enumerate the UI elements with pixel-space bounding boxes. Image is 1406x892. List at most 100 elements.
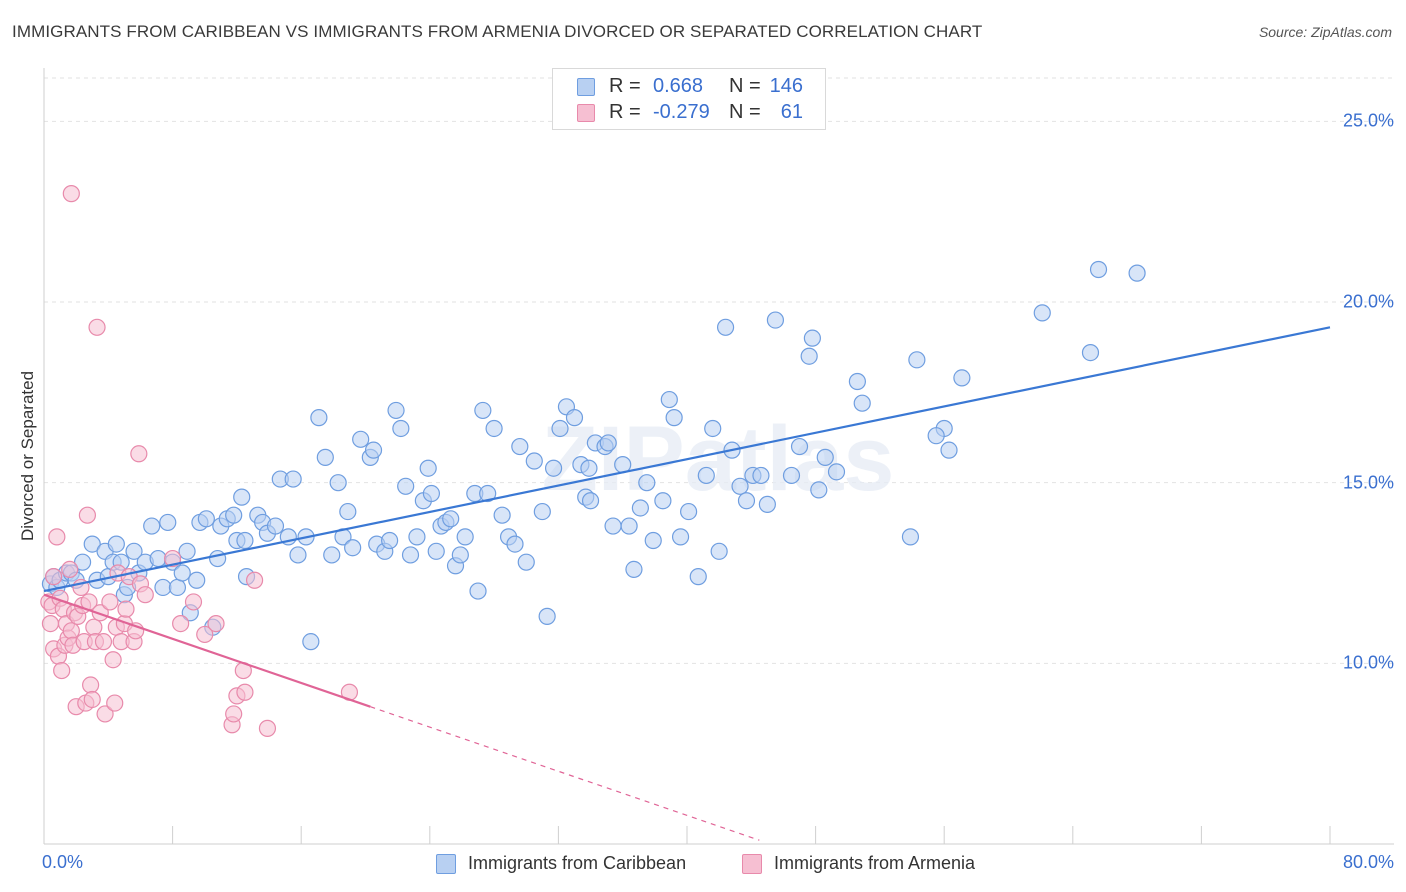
data-point-caribbean — [599, 434, 617, 452]
data-point-armenia — [94, 633, 113, 651]
legend-swatch-armenia — [742, 854, 762, 874]
r-label: R = — [609, 75, 641, 97]
data-point-caribbean — [731, 477, 749, 495]
data-point-caribbean — [697, 466, 715, 485]
data-point-armenia — [196, 625, 214, 644]
data-point-caribbean — [485, 419, 503, 438]
data-point-caribbean — [800, 347, 818, 365]
data-point-caribbean — [671, 528, 690, 546]
correlation-legend: R = 0.668 N = 146 R = -0.279 N = 61 — [552, 68, 826, 130]
data-point-caribbean — [284, 470, 302, 488]
data-point-caribbean — [408, 528, 426, 546]
data-point-caribbean — [474, 401, 492, 420]
data-point-caribbean — [908, 351, 926, 369]
data-point-armenia — [104, 651, 122, 669]
data-point-armenia — [83, 690, 101, 709]
data-points — [40, 185, 1146, 737]
data-point-caribbean — [154, 578, 172, 597]
data-point-caribbean — [397, 477, 415, 495]
data-point-caribbean — [710, 542, 728, 560]
data-point-caribbean — [1033, 304, 1051, 322]
data-point-armenia — [101, 593, 119, 611]
data-point-armenia — [62, 622, 80, 640]
data-point-caribbean — [387, 401, 405, 420]
data-point-caribbean — [620, 517, 638, 535]
data-point-caribbean — [209, 549, 227, 568]
data-point-caribbean — [73, 553, 92, 571]
data-point-caribbean — [758, 495, 776, 513]
data-point-caribbean — [107, 535, 125, 553]
data-point-caribbean — [816, 448, 834, 466]
data-point-caribbean — [352, 430, 370, 448]
data-point-armenia — [61, 560, 79, 578]
data-point-armenia — [184, 593, 203, 611]
data-point-caribbean — [197, 510, 215, 528]
data-point-caribbean — [790, 437, 809, 456]
data-point-caribbean — [339, 502, 357, 521]
y-axis-label: Divorced or Separated — [18, 370, 37, 542]
data-point-caribbean — [1089, 260, 1108, 279]
data-point-caribbean — [381, 531, 399, 550]
data-point-armenia — [207, 614, 225, 633]
data-point-caribbean — [604, 517, 622, 535]
data-point-caribbean — [901, 528, 920, 546]
n-label: N = — [729, 101, 761, 123]
data-point-armenia — [225, 705, 243, 723]
data-point-caribbean — [680, 502, 698, 521]
n-value-armenia: 61 — [780, 101, 803, 123]
trend-line-caribbean — [43, 326, 1331, 593]
r-label: R = — [609, 101, 641, 123]
data-point-caribbean — [689, 568, 707, 586]
data-point-caribbean — [927, 427, 945, 445]
axes — [43, 68, 1394, 845]
data-point-armenia — [62, 185, 80, 203]
data-point-armenia — [136, 586, 154, 604]
data-point-caribbean — [159, 513, 177, 532]
data-point-caribbean — [517, 553, 535, 571]
data-point-caribbean — [625, 560, 643, 578]
legend-swatch-caribbean — [436, 854, 456, 874]
data-point-caribbean — [451, 546, 469, 564]
data-point-caribbean — [716, 318, 735, 336]
data-point-caribbean — [766, 311, 785, 329]
y-tick-label: 15.0% — [1342, 472, 1394, 493]
data-point-caribbean — [344, 539, 362, 557]
data-point-caribbean — [1081, 344, 1100, 362]
data-point-caribbean — [1128, 264, 1146, 282]
data-point-caribbean — [168, 578, 187, 597]
data-point-caribbean — [551, 419, 569, 438]
data-point-caribbean — [479, 484, 497, 503]
data-point-caribbean — [225, 506, 243, 524]
trend-lines — [43, 326, 1331, 841]
n-value-caribbean: 146 — [769, 75, 803, 97]
x-tick-label-min: 0.0% — [42, 852, 84, 872]
data-point-caribbean — [533, 502, 551, 521]
data-point-caribbean — [580, 459, 598, 477]
data-point-armenia — [106, 694, 124, 712]
data-point-caribbean — [364, 441, 383, 459]
data-point-caribbean — [660, 390, 678, 409]
data-point-caribbean — [810, 481, 828, 499]
trend-line-armenia — [43, 593, 371, 708]
n-label: N = — [729, 75, 761, 97]
data-point-caribbean — [752, 466, 770, 485]
data-point-caribbean — [469, 582, 487, 600]
data-point-caribbean — [581, 492, 600, 510]
data-point-armenia — [117, 600, 135, 618]
data-point-armenia — [53, 661, 71, 680]
data-point-caribbean — [401, 546, 420, 564]
data-point-caribbean — [544, 459, 563, 477]
data-point-caribbean — [442, 510, 460, 528]
data-point-caribbean — [310, 409, 328, 427]
data-point-armenia — [78, 506, 97, 524]
data-point-caribbean — [493, 506, 511, 524]
data-point-caribbean — [511, 437, 529, 456]
data-point-caribbean — [644, 531, 662, 550]
data-point-caribbean — [782, 466, 801, 485]
data-point-armenia — [130, 445, 148, 463]
data-point-caribbean — [422, 484, 441, 503]
data-point-caribbean — [665, 409, 683, 427]
data-point-caribbean — [525, 452, 543, 470]
y-tick-label: 20.0% — [1342, 291, 1394, 312]
